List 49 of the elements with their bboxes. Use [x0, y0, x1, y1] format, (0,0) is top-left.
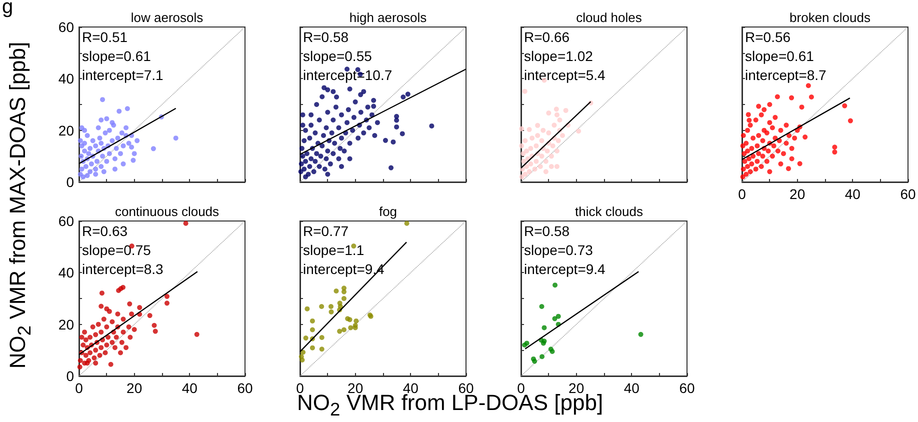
text: g [2, 0, 14, 19]
y-tick-label: 60 [58, 19, 74, 35]
x-tick-label: 60 [679, 380, 695, 396]
annotation: intercept=8.7 [745, 67, 827, 83]
annotation: intercept=9.4 [524, 261, 606, 277]
x-tick-label: 60 [458, 380, 474, 396]
annotation: slope=0.73 [524, 242, 594, 258]
annotation: slope=1.02 [524, 48, 594, 64]
chart-title: fog [378, 204, 398, 219]
x-tick-label: 40 [844, 186, 861, 202]
annotation: slope=1.1 [303, 242, 364, 258]
x-tick-label: 0 [517, 380, 526, 396]
chart-title: low aerosols [130, 10, 204, 25]
y-tick-label: 20 [58, 316, 74, 332]
chart-title: broken clouds [790, 10, 871, 25]
x-tick-label: 60 [900, 186, 916, 202]
annotation: R=0.56 [745, 29, 791, 45]
y-tick-label: 60 [58, 213, 74, 229]
annotation: R=0.77 [303, 223, 349, 239]
x-tick-label: 20 [568, 380, 584, 396]
x-tick-label: 20 [126, 380, 142, 396]
x-tick-label: 40 [182, 380, 198, 396]
x-tick-label: 60 [237, 380, 253, 396]
x-tick-label: 0 [738, 186, 746, 202]
chart-title: continuous clouds [114, 204, 220, 219]
x-tick-label: 20 [790, 186, 806, 202]
annotation: intercept=10.7 [303, 67, 392, 83]
x-tick-label: 40 [624, 380, 640, 396]
annotation: R=0.63 [82, 223, 128, 239]
y-tick-label: 20 [58, 122, 74, 138]
y-tick-label: 0 [66, 368, 74, 384]
annotation: slope=0.61 [745, 48, 814, 64]
y-tick-label: 40 [58, 70, 74, 87]
annotation: R=0.58 [303, 29, 349, 45]
annotation: R=0.66 [524, 29, 570, 45]
chart-title: high aerosols [349, 10, 428, 25]
annotation: slope=0.75 [82, 242, 152, 258]
annotation: R=0.58 [524, 223, 570, 239]
chart-title: thick clouds [575, 204, 644, 219]
chart-title: cloud holes [576, 10, 642, 25]
y-tick-label: 0 [66, 174, 74, 190]
annotation: slope=0.55 [303, 48, 372, 64]
annotation: slope=0.61 [82, 48, 152, 64]
y-tick-label: 40 [58, 264, 74, 281]
annotation: intercept=7.1 [82, 67, 164, 83]
annotation: intercept=5.4 [524, 67, 606, 83]
annotation: R=0.51 [82, 29, 128, 45]
annotation: intercept=8.3 [82, 261, 164, 277]
x-tick-label: 20 [348, 380, 364, 396]
